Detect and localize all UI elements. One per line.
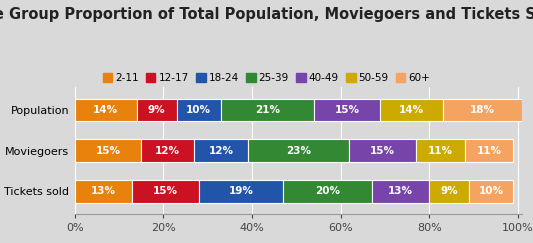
Bar (132, 180, 199, 203)
Bar (199, 180, 283, 203)
Text: 10%: 10% (479, 186, 504, 196)
Bar (176, 99, 221, 121)
Text: 20%: 20% (315, 186, 340, 196)
Bar (247, 139, 350, 162)
Text: 15%: 15% (95, 146, 120, 156)
Bar (372, 180, 429, 203)
Bar (429, 180, 469, 203)
Text: 14%: 14% (93, 105, 118, 115)
Text: 19%: 19% (229, 186, 253, 196)
Legend: 2-11, 12-17, 18-24, 25-39, 40-49, 50-59, 60+: 2-11, 12-17, 18-24, 25-39, 40-49, 50-59,… (103, 73, 430, 83)
Text: 15%: 15% (153, 186, 178, 196)
Text: 9%: 9% (440, 186, 458, 196)
Bar (465, 139, 513, 162)
Text: 15%: 15% (370, 146, 395, 156)
Bar (469, 180, 513, 203)
Bar (141, 139, 195, 162)
Text: 21%: 21% (255, 105, 280, 115)
Text: 15%: 15% (335, 105, 360, 115)
Bar (314, 99, 381, 121)
Text: Age Group Proportion of Total Population, Moviegoers and Tickets Sold: Age Group Proportion of Total Population… (0, 7, 533, 22)
Text: 11%: 11% (477, 146, 502, 156)
Bar (136, 99, 176, 121)
Bar (75, 139, 141, 162)
Bar (75, 99, 136, 121)
Text: 12%: 12% (208, 146, 233, 156)
Text: 10%: 10% (186, 105, 211, 115)
Text: 18%: 18% (470, 105, 495, 115)
Bar (442, 99, 522, 121)
Text: 23%: 23% (286, 146, 311, 156)
Text: 13%: 13% (91, 186, 116, 196)
Bar (195, 139, 247, 162)
Bar (221, 99, 314, 121)
Text: 12%: 12% (155, 146, 180, 156)
Bar (75, 180, 132, 203)
Text: 11%: 11% (428, 146, 453, 156)
Text: 9%: 9% (148, 105, 165, 115)
Bar (416, 139, 465, 162)
Bar (283, 180, 372, 203)
Text: 14%: 14% (399, 105, 424, 115)
Bar (381, 99, 442, 121)
Bar (350, 139, 416, 162)
Text: 13%: 13% (388, 186, 413, 196)
